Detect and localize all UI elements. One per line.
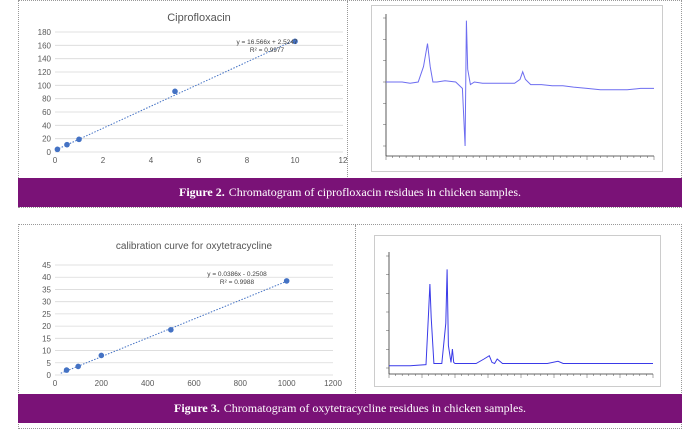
ciprofloxacin-chromatogram bbox=[383, 14, 655, 160]
trendline bbox=[55, 39, 296, 151]
panel-divider bbox=[355, 225, 356, 395]
oxytetracycline-calibration-chart: calibration curve for oxytetracycline 0 5 1… bbox=[42, 241, 342, 388]
x-tick-label: 800 bbox=[234, 379, 248, 388]
y-tick-label: 45 bbox=[42, 261, 51, 270]
data-point bbox=[63, 367, 70, 373]
x-tick-label: 10 bbox=[291, 156, 300, 165]
y-tick-label: 120 bbox=[38, 68, 52, 77]
y-tick-label: 20 bbox=[42, 135, 51, 144]
data-point bbox=[168, 326, 174, 333]
y-tick-label: 40 bbox=[42, 273, 51, 282]
ciprofloxacin-chromatogram-cell bbox=[371, 5, 663, 172]
x-tick-label: 0 bbox=[53, 379, 58, 388]
y-tick-label: 180 bbox=[38, 28, 52, 37]
figure-3-caption-label: Figure 3. bbox=[173, 401, 220, 415]
oxytetracycline-chromatogram bbox=[386, 252, 654, 378]
x-tick-label: 4 bbox=[149, 156, 154, 165]
x-tick-label: 6 bbox=[197, 156, 202, 165]
r-squared-label: R² = 0.9977 bbox=[250, 47, 285, 54]
y-tick-label: 80 bbox=[42, 95, 51, 104]
chart-title: Ciprofloxacin bbox=[167, 12, 231, 24]
y-tick-label: 100 bbox=[38, 81, 52, 90]
x-tick-label: 12 bbox=[339, 156, 348, 165]
y-tick-label: 40 bbox=[42, 121, 51, 130]
x-tick-label: 200 bbox=[95, 379, 109, 388]
figure-2-caption-label: Figure 2. bbox=[178, 185, 225, 199]
x-tick-label: 8 bbox=[245, 156, 250, 165]
data-point bbox=[76, 136, 82, 143]
data-point bbox=[172, 88, 178, 95]
ciprofloxacin-calibration-chart: Ciprofloxacin 0 20 40 60 80 100 120 140 160 180 0 2 4… bbox=[38, 12, 348, 165]
y-tick-label: 10 bbox=[42, 347, 51, 356]
chart-title: calibration curve for oxytetracycline bbox=[116, 241, 273, 252]
x-tick-label: 2 bbox=[101, 156, 106, 165]
x-tick-label: 1200 bbox=[324, 379, 342, 388]
figure-2-caption-text: Chromatogram of ciprofloxacin residues i… bbox=[228, 185, 522, 199]
r-squared-label: R² = 0.9988 bbox=[220, 279, 255, 286]
y-tick-label: 140 bbox=[38, 55, 52, 64]
panel-divider bbox=[347, 1, 348, 177]
chromatogram-trace bbox=[386, 20, 654, 147]
trendline-equation: y = 0.0386x - 0.2508 bbox=[207, 271, 267, 278]
y-tick-label: 30 bbox=[42, 298, 51, 307]
data-point bbox=[292, 38, 298, 45]
y-tick-label: 20 bbox=[42, 322, 51, 331]
data-point bbox=[283, 278, 290, 284]
x-tick-label: 1000 bbox=[278, 379, 296, 388]
figure-3-caption-text: Chromatogram of oxytetracycline residues… bbox=[223, 401, 527, 415]
y-tick-label: 25 bbox=[42, 310, 51, 319]
x-tick-label: 0 bbox=[53, 156, 58, 165]
trendline bbox=[60, 280, 287, 374]
chromatogram-trace bbox=[389, 269, 653, 367]
y-tick-label: 15 bbox=[42, 334, 51, 343]
y-tick-label: 5 bbox=[47, 359, 52, 368]
data-point bbox=[75, 363, 81, 370]
y-tick-label: 60 bbox=[42, 108, 51, 117]
data-point bbox=[98, 352, 105, 359]
y-tick-label: 160 bbox=[38, 41, 52, 50]
ciprofloxacin-calibration-cell: Ciprofloxacin 0 20 40 60 80 100 120 140 160 180 0 2 4… bbox=[27, 3, 357, 175]
data-point bbox=[64, 141, 70, 148]
x-tick-label: 400 bbox=[141, 379, 155, 388]
data-point bbox=[54, 146, 61, 153]
oxytetracycline-chromatogram-cell bbox=[374, 235, 661, 387]
figure-3-caption: Figure 3. Chromatogram of oxytetracyclin… bbox=[18, 394, 682, 423]
y-tick-label: 0 bbox=[47, 148, 52, 157]
y-tick-label: 35 bbox=[42, 285, 51, 294]
oxytetracycline-calibration-cell: calibration curve for oxytetracycline 0 5 1… bbox=[27, 229, 357, 393]
trendline-equation: y = 16.566x + 2.5247 bbox=[236, 39, 297, 46]
x-tick-label: 600 bbox=[187, 379, 201, 388]
y-tick-label: 0 bbox=[47, 371, 52, 380]
figure-2-caption: Figure 2. Chromatogram of ciprofloxacin … bbox=[18, 178, 682, 207]
figure-2-panel: Ciprofloxacin 0 20 40 60 80 100 120 140 160 180 0 2 4… bbox=[18, 0, 682, 208]
